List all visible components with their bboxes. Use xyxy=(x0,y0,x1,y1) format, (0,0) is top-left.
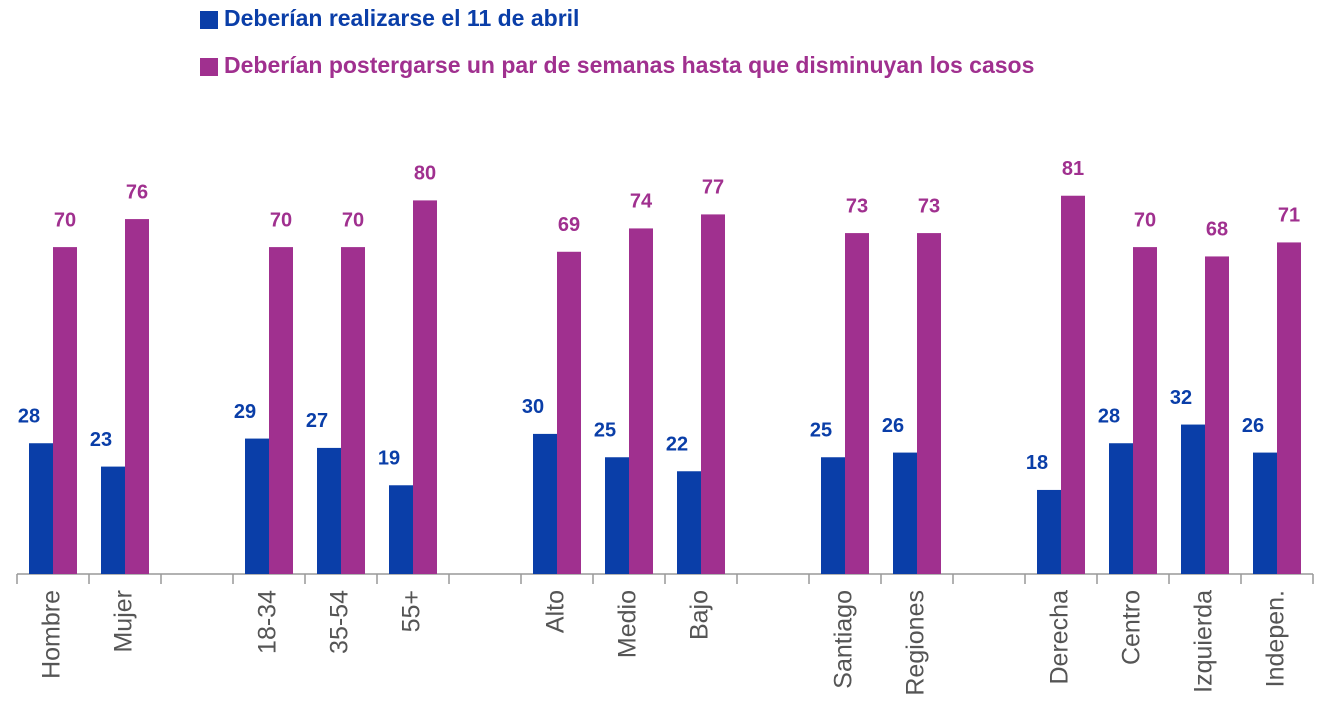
data-label: 74 xyxy=(630,191,653,213)
data-label: 26 xyxy=(1242,415,1264,437)
x-tick-label: Alto xyxy=(542,590,570,633)
data-label: 70 xyxy=(1134,209,1156,231)
bar xyxy=(677,471,701,574)
x-tick-label: 55+ xyxy=(398,590,426,632)
data-label: 68 xyxy=(1206,219,1228,241)
data-label: 32 xyxy=(1170,387,1192,409)
x-tick-label: Derecha xyxy=(1046,590,1074,685)
x-tick-label: Mujer xyxy=(110,590,138,653)
data-label: 28 xyxy=(18,406,40,428)
data-label: 28 xyxy=(1098,406,1120,428)
bar xyxy=(125,219,149,574)
data-label: 73 xyxy=(846,195,868,217)
x-tick-label: Medio xyxy=(614,590,642,658)
bar xyxy=(269,247,293,574)
data-label: 69 xyxy=(558,214,580,236)
bar xyxy=(533,433,557,574)
x-tick-label: Regiones xyxy=(902,590,930,696)
legend-label: Deberían realizarse el 11 de abril xyxy=(224,5,579,31)
x-tick-label: 18-34 xyxy=(254,590,282,654)
bar xyxy=(605,457,629,574)
bar xyxy=(917,233,941,574)
bar xyxy=(29,443,53,574)
data-label: 30 xyxy=(522,396,544,418)
data-label: 70 xyxy=(270,209,292,231)
bar xyxy=(557,251,581,574)
data-label: 71 xyxy=(1278,205,1300,227)
data-label: 23 xyxy=(90,429,112,451)
bar xyxy=(893,452,917,574)
data-label: 76 xyxy=(126,181,148,203)
x-tick-label: 35-54 xyxy=(326,590,354,654)
bar xyxy=(317,447,341,574)
bar xyxy=(821,457,845,574)
legend-swatch xyxy=(200,11,218,29)
x-tick-label: Indepen. xyxy=(1262,590,1290,687)
bar xyxy=(389,485,413,574)
data-label: 26 xyxy=(882,415,904,437)
x-tick-label: Centro xyxy=(1118,590,1146,665)
bar xyxy=(845,233,869,574)
data-label: 81 xyxy=(1062,158,1084,180)
data-label: 29 xyxy=(234,401,256,423)
bar xyxy=(1109,443,1133,574)
bar xyxy=(53,247,77,574)
data-label: 22 xyxy=(666,434,688,456)
bar xyxy=(101,466,125,574)
bar xyxy=(1205,256,1229,574)
data-label: 70 xyxy=(54,209,76,231)
bar xyxy=(245,438,269,574)
bar xyxy=(629,228,653,575)
data-label: 73 xyxy=(918,195,940,217)
data-label: 70 xyxy=(342,209,364,231)
data-label: 25 xyxy=(594,420,616,442)
bar xyxy=(341,247,365,574)
bar xyxy=(701,214,725,574)
data-label: 80 xyxy=(414,163,436,185)
bar xyxy=(1037,489,1061,574)
bar xyxy=(413,200,437,574)
bar xyxy=(1133,247,1157,574)
x-tick-label: Santiago xyxy=(830,590,858,689)
bar xyxy=(1277,242,1301,574)
x-tick-label: Hombre xyxy=(38,590,66,679)
legend-label: Deberían postergarse un par de semanas h… xyxy=(224,52,1034,78)
data-label: 77 xyxy=(702,177,724,199)
x-tick-label: Izquierda xyxy=(1190,590,1218,693)
data-label: 19 xyxy=(378,448,400,470)
x-tick-label: Bajo xyxy=(686,590,714,640)
bar xyxy=(1061,195,1085,575)
data-label: 27 xyxy=(306,410,328,432)
legend-swatch xyxy=(200,58,218,76)
data-label: 18 xyxy=(1026,452,1048,474)
bar xyxy=(1253,452,1277,574)
data-label: 25 xyxy=(810,420,832,442)
bar xyxy=(1181,424,1205,574)
